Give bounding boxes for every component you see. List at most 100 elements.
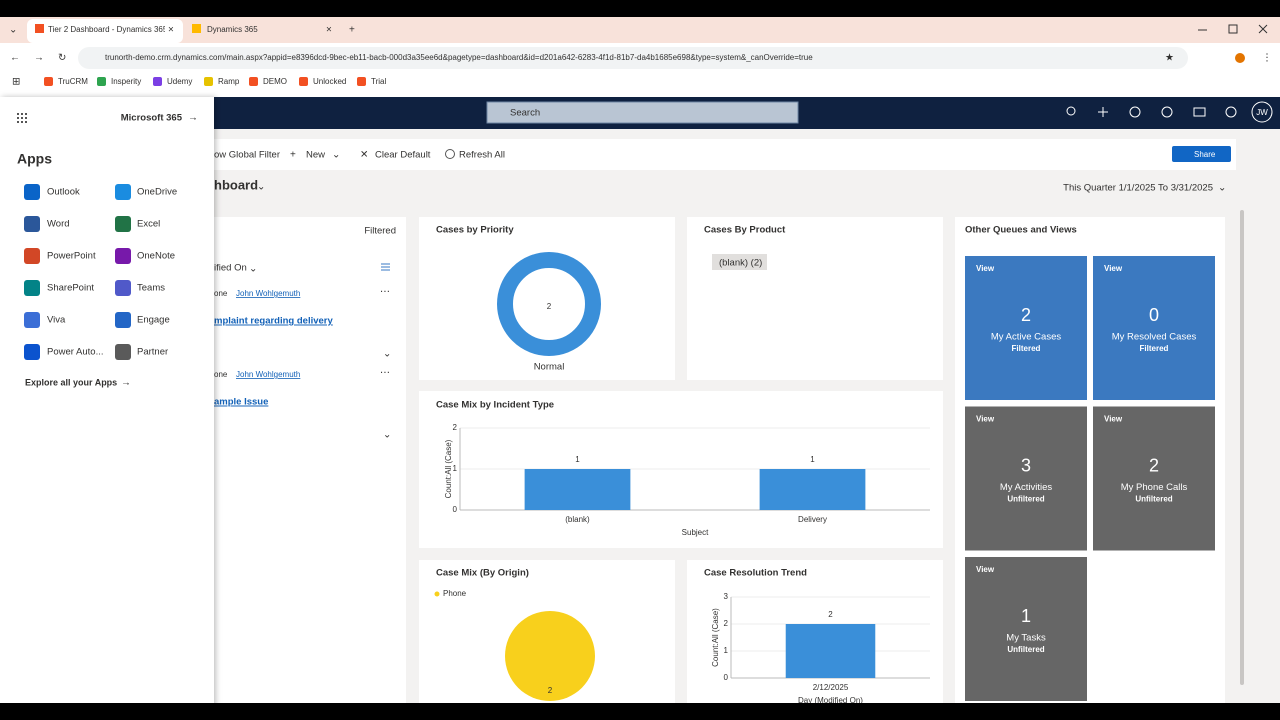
apps-list: Outlook OneDrive Word Excel PowerPoint OneNot… (24, 184, 177, 360)
x-tick-label: (blank) (565, 515, 590, 524)
bookmark-icon (97, 77, 106, 86)
chart-title: Case Mix by Incident Type (436, 400, 554, 411)
item-title[interactable]: ample Issue (214, 397, 268, 408)
menu[interactable]: ⋮ (1262, 53, 1272, 64)
chat[interactable] (1193, 107, 1206, 117)
item-owner[interactable]: John Wohlgemuth (236, 289, 300, 298)
tab-menu[interactable]: ⌄ (9, 25, 17, 36)
app-link[interactable]: OneDrive (137, 187, 177, 198)
tile-view: View (1104, 264, 1123, 273)
card (687, 217, 943, 380)
app-icon (24, 248, 40, 264)
item-owner[interactable]: John Wohlgemuth (236, 370, 300, 379)
queue-tile[interactable] (965, 557, 1087, 701)
app-link[interactable]: Word (47, 219, 70, 230)
item-title[interactable]: mplaint regarding delivery (214, 316, 333, 327)
waffle[interactable] (17, 113, 27, 123)
new-icon: + (290, 150, 296, 161)
bookmark[interactable]: Trial (371, 77, 386, 86)
m365-link[interactable]: Microsoft 365 (121, 113, 183, 124)
x-tick-label: 2/12/2025 (813, 683, 849, 692)
app-link[interactable]: Viva (47, 315, 66, 326)
help[interactable] (1161, 106, 1173, 118)
app-link[interactable]: Power Auto... (47, 347, 104, 358)
chevron[interactable]: ⌄ (332, 150, 340, 161)
app-link[interactable]: PowerPoint (47, 251, 96, 262)
lightbulb[interactable] (1066, 106, 1076, 116)
new-tab[interactable]: + (349, 25, 355, 36)
bookmark[interactable]: TruCRM (58, 77, 88, 86)
feedback[interactable] (1225, 106, 1237, 118)
share-button[interactable] (1172, 146, 1231, 162)
app-link[interactable]: Partner (137, 347, 168, 358)
tile-count: 3 (1021, 455, 1031, 475)
bookmark[interactable]: Insperity (111, 77, 141, 86)
close-window[interactable] (1258, 24, 1268, 34)
y-tick-label: 3 (724, 592, 729, 601)
tile-status: Unfiltered (1007, 645, 1044, 654)
tab-icon (192, 24, 201, 33)
bookmark-star[interactable]: ★ (1165, 53, 1174, 64)
cmd-clear-default[interactable]: Clear Default (375, 150, 431, 161)
queue-tile[interactable] (965, 406, 1087, 551)
tab-close[interactable]: × (168, 25, 174, 36)
maximize[interactable] (1228, 24, 1238, 34)
bookmark[interactable]: DEMO (263, 77, 287, 86)
profile[interactable] (1235, 53, 1245, 63)
pie-slice (505, 611, 595, 701)
cmd-global-filter[interactable]: ow Global Filter (214, 150, 280, 161)
card-title: Cases By Product (704, 225, 786, 236)
app-link[interactable]: Outlook (47, 187, 80, 198)
queue-tile[interactable] (1093, 406, 1215, 551)
item-more[interactable]: ⋯ (380, 368, 390, 379)
chart-title: Case Resolution Trend (704, 568, 807, 579)
tab-icon (35, 24, 44, 33)
tab-title[interactable]: Dynamics 365 (207, 25, 258, 34)
plus[interactable] (1098, 107, 1108, 117)
app-icon (24, 280, 40, 296)
forward[interactable]: → (34, 53, 44, 64)
app-link[interactable]: OneNote (137, 251, 175, 262)
clear-icon: ✕ (360, 150, 368, 161)
chevron[interactable]: ⌄ (383, 349, 391, 360)
tab-close[interactable]: × (326, 25, 332, 36)
charts: Cases by Priority 2 Normal Case Mix by Inci… (434, 225, 930, 705)
chevron[interactable]: ⌄ (249, 264, 257, 275)
address-bar[interactable] (78, 47, 1188, 69)
settings[interactable] (1129, 106, 1141, 118)
bookmark[interactable]: Ramp (218, 77, 240, 86)
dashboard-title[interactable]: hboard (214, 177, 258, 192)
tile-status: Filtered (1140, 344, 1169, 353)
chevron[interactable]: ⌄ (383, 430, 391, 441)
search-box[interactable] (486, 101, 799, 124)
active-tab[interactable] (27, 19, 183, 43)
tile-status: Filtered (1012, 344, 1041, 353)
app-link[interactable]: SharePoint (47, 283, 94, 294)
app-link[interactable]: Engage (137, 315, 170, 326)
chevron[interactable]: ⌄ (257, 182, 265, 193)
back[interactable]: ← (10, 53, 20, 64)
y-tick-label: 2 (724, 619, 729, 628)
stream-sort[interactable]: ified On (214, 263, 247, 274)
bookmark[interactable]: Udemy (167, 77, 192, 86)
bookmark[interactable]: Unlocked (313, 77, 346, 86)
app-link[interactable]: Excel (137, 219, 160, 230)
dashboard-period[interactable]: This Quarter 1/1/2025 To 3/31/2025 (1063, 183, 1213, 194)
scrollbar[interactable] (1240, 210, 1244, 685)
list-icon[interactable] (381, 263, 390, 271)
cmd-refresh-all[interactable]: Refresh All (459, 150, 505, 161)
reload[interactable]: ↻ (58, 53, 66, 64)
queue-tile[interactable] (1093, 256, 1215, 400)
chip[interactable] (712, 254, 767, 270)
queue-tile[interactable] (965, 256, 1087, 400)
tab-title: Tier 2 Dashboard - Dynamics 365 (48, 25, 168, 34)
apps-icon[interactable]: ⊞ (12, 77, 20, 88)
arrow: → (188, 113, 198, 124)
cmd-new[interactable]: New (306, 150, 325, 161)
item-more[interactable]: ⋯ (380, 287, 390, 298)
explore-link[interactable]: Explore all your Apps (25, 377, 117, 387)
chip-label: (blank) (2) (719, 258, 762, 269)
app-link[interactable]: Teams (137, 283, 165, 294)
avatar[interactable] (1251, 101, 1273, 123)
chevron[interactable]: ⌄ (1218, 183, 1226, 194)
